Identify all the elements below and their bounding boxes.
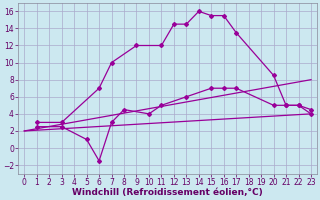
X-axis label: Windchill (Refroidissement éolien,°C): Windchill (Refroidissement éolien,°C) <box>72 188 263 197</box>
